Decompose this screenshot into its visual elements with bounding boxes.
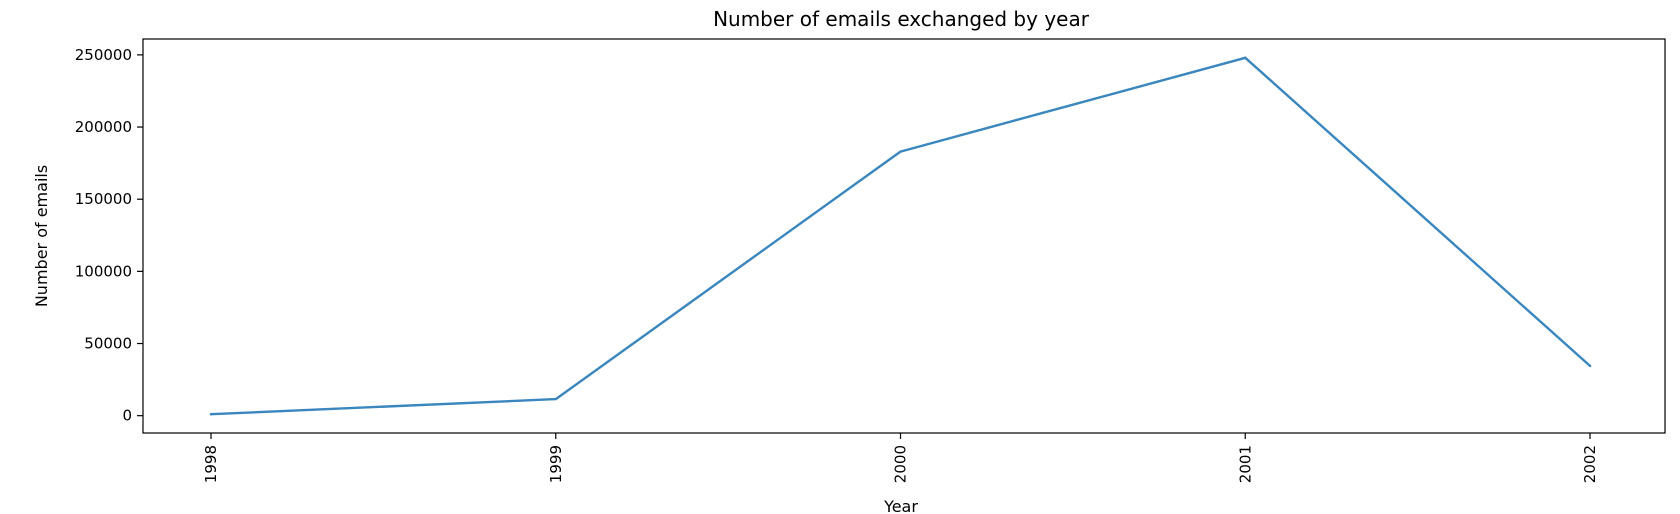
- data-point: [899, 150, 902, 153]
- x-tick-label: 1999: [547, 445, 565, 483]
- x-axis: 1998 1999 2000 2001 2002: [202, 433, 1599, 483]
- y-tick-label: 150000: [75, 190, 132, 208]
- x-tick-label: 2001: [1236, 445, 1254, 483]
- y-tick-label: 50000: [84, 335, 132, 353]
- y-tick-label: 0: [122, 407, 132, 425]
- x-tick-label: 2000: [892, 445, 910, 483]
- x-axis-label: Year: [883, 497, 918, 514]
- x-tick-label: 1998: [202, 445, 220, 483]
- series-layer: [209, 56, 1592, 416]
- chart-title: Number of emails exchanged by year: [713, 7, 1090, 31]
- y-tick-label: 200000: [75, 118, 132, 136]
- data-point: [209, 413, 213, 416]
- data-point: [1588, 364, 1592, 368]
- plot-area: 0 50000 100000 150000 200000 250000 1998 1999 2…: [75, 38, 1666, 483]
- y-tick-label: 100000: [75, 262, 132, 280]
- x-tick-label: 2002: [1581, 445, 1599, 483]
- plot-frame: [142, 38, 1666, 434]
- y-axis: 0 50000 100000 150000 200000 250000: [75, 46, 143, 425]
- series-line: [209, 56, 1592, 416]
- data-point: [554, 397, 557, 401]
- y-tick-label: 250000: [75, 46, 132, 64]
- data-point: [1244, 56, 1247, 59]
- y-axis-label: Number of emails: [32, 165, 51, 307]
